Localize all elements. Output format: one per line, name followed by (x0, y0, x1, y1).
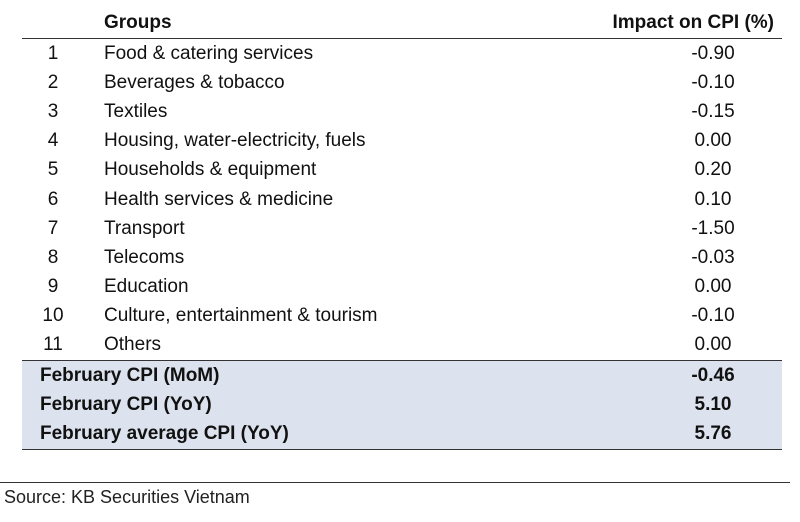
source-divider (0, 482, 790, 483)
row-group: Culture, entertainment & tourism (104, 305, 378, 327)
summary-row-average-cpi-yoy: February average CPI (YoY) 5.76 (22, 419, 782, 450)
summary-label: February average CPI (YoY) (22, 419, 564, 450)
row-number: 10 (42, 305, 64, 327)
table-row: 4 Housing, water-electricity, fuels 0.00 (22, 127, 782, 156)
table-header-row: Groups Impact on CPI (%) (22, 8, 782, 39)
row-impact: -0.10 (691, 71, 735, 93)
table-row: 10 Culture, entertainment & tourism -0.1… (22, 302, 782, 331)
header-impact: Impact on CPI (%) (564, 8, 782, 39)
summary-row-cpi-mom: February CPI (MoM) -0.46 (22, 360, 782, 391)
row-impact: -0.03 (691, 246, 735, 268)
table-row: 1 Food & catering services -0.90 (22, 39, 782, 69)
table-row: 3 Textiles -0.15 (22, 97, 782, 126)
row-number: 7 (47, 217, 59, 239)
row-group: Transport (104, 217, 185, 239)
table-row: 2 Beverages & tobacco -0.10 (22, 68, 782, 97)
summary-row-cpi-yoy: February CPI (YoY) 5.10 (22, 390, 782, 420)
header-groups: Groups (84, 8, 564, 39)
row-group: Housing, water-electricity, fuels (104, 130, 366, 152)
row-group: Telecoms (104, 246, 185, 268)
cpi-impact-table-container: Groups Impact on CPI (%) 1 Food & cateri… (22, 8, 782, 450)
row-impact: -0.10 (691, 305, 735, 327)
row-number: 3 (47, 100, 59, 122)
row-impact: 0.00 (694, 334, 732, 356)
row-number: 8 (47, 246, 59, 268)
row-number: 1 (47, 42, 59, 64)
row-number: 9 (47, 276, 59, 298)
table-row: 11 Others 0.00 (22, 331, 782, 361)
table-row: 8 Telecoms -0.03 (22, 243, 782, 272)
row-group: Households & equipment (104, 159, 317, 181)
row-impact: 0.00 (694, 130, 732, 152)
row-impact: -0.90 (691, 42, 735, 64)
row-impact: 0.20 (694, 159, 732, 181)
summary-label: February CPI (MoM) (22, 360, 564, 391)
row-group: Food & catering services (104, 42, 314, 64)
row-number: 11 (43, 334, 63, 356)
table-row: 7 Transport -1.50 (22, 214, 782, 243)
row-group: Education (104, 276, 189, 298)
summary-label: February CPI (YoY) (22, 390, 564, 420)
table-row: 6 Health services & medicine 0.10 (22, 185, 782, 214)
source-note: Source: KB Securities Vietnam (4, 487, 250, 507)
row-group: Others (104, 334, 162, 356)
cpi-impact-table: Groups Impact on CPI (%) 1 Food & cateri… (22, 8, 782, 450)
row-group: Beverages & tobacco (104, 71, 285, 93)
row-impact: -0.15 (691, 100, 735, 122)
summary-value: 5.76 (564, 419, 782, 450)
row-group: Textiles (104, 100, 168, 122)
header-number (22, 8, 84, 39)
row-number: 5 (47, 159, 59, 181)
table-row: 9 Education 0.00 (22, 273, 782, 302)
summary-value: 5.10 (564, 390, 782, 420)
row-number: 4 (47, 130, 59, 152)
row-number: 6 (47, 188, 59, 210)
row-impact: -1.50 (691, 217, 735, 239)
table-row: 5 Households & equipment 0.20 (22, 156, 782, 185)
row-group: Health services & medicine (104, 188, 334, 210)
summary-value: -0.46 (564, 360, 782, 391)
row-number: 2 (47, 71, 59, 93)
row-impact: 0.10 (694, 188, 732, 210)
row-impact: 0.00 (694, 276, 732, 298)
